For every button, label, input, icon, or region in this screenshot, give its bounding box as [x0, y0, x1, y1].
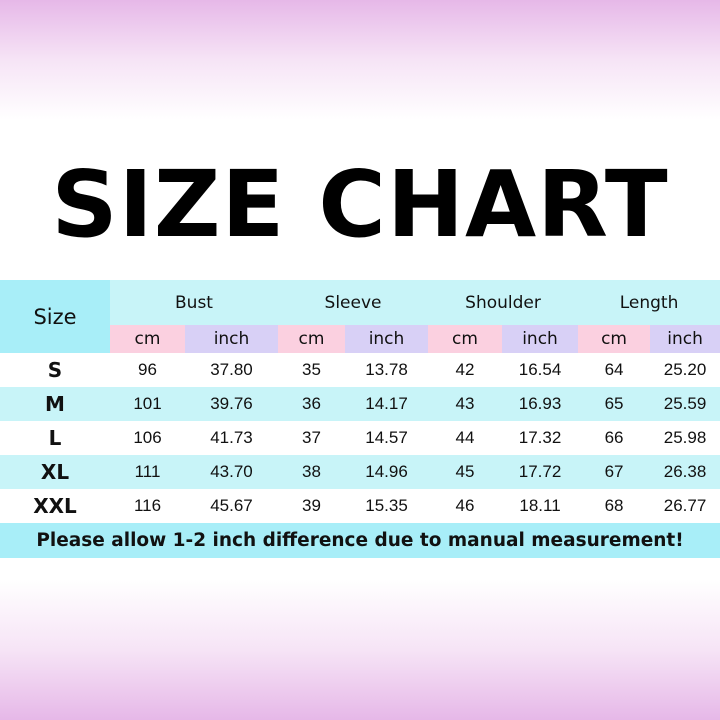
measurement-cell: 116 — [133, 496, 162, 515]
measurement-cell: 38 — [278, 455, 345, 489]
measurement-cell: 37.80 — [210, 360, 253, 379]
size-header: Size — [0, 280, 110, 353]
measurement-cell: 14.96 — [345, 455, 429, 489]
measurement-cell: 26.77 — [663, 496, 707, 515]
measurement-cell: 17.32 — [518, 428, 562, 447]
measurement-cell: 36 — [278, 387, 345, 421]
unit-cm: cm — [578, 325, 651, 353]
unit-cm: cm — [110, 325, 185, 353]
measurement-cell: 35 — [302, 360, 321, 379]
measurement-cell: 64 — [604, 360, 624, 379]
unit-cm: cm — [428, 325, 503, 353]
table-row: XXL 116 45.67 39 15.35 46 18.11 68 26.77 — [0, 489, 720, 523]
table-row: L 106 41.73 37 14.57 44 17.32 66 25.98 — [0, 421, 720, 455]
measurement-cell: 43.70 — [185, 455, 278, 489]
measurement-cell: 66 — [604, 428, 624, 447]
measurement-cell: 13.78 — [365, 360, 408, 379]
size-label: XL — [0, 455, 110, 489]
measurement-cell: 106 — [133, 428, 162, 447]
measurement-cell: 25.20 — [663, 360, 707, 379]
measurement-cell: 41.73 — [210, 428, 253, 447]
measurement-cell: 43 — [428, 387, 503, 421]
measurement-cell: 39 — [302, 496, 321, 515]
unit-inch: inch — [185, 325, 278, 353]
measurement-cell: 16.93 — [502, 387, 579, 421]
size-label: XXL — [33, 494, 77, 518]
measurement-cell: 17.72 — [502, 455, 579, 489]
measurement-note: Please allow 1-2 inch difference due to … — [0, 523, 720, 558]
measurement-cell: 37 — [302, 428, 321, 447]
unit-inch: inch — [345, 325, 429, 353]
size-label: S — [47, 358, 63, 382]
group-shoulder: Shoulder — [428, 280, 579, 325]
measurement-cell: 42 — [455, 360, 475, 379]
measurement-cell: 68 — [604, 496, 624, 515]
measurement-cell: 15.35 — [365, 496, 408, 515]
measurement-cell: 96 — [138, 360, 157, 379]
measurement-cell: 45.67 — [210, 496, 253, 515]
measurement-cell: 16.54 — [518, 360, 562, 379]
unit-cm: cm — [278, 325, 345, 353]
measurement-cell: 18.11 — [519, 496, 561, 515]
measurement-cell: 101 — [110, 387, 185, 421]
table-row: M 101 39.76 36 14.17 43 16.93 65 25.59 — [0, 387, 720, 421]
measurement-cell: 25.98 — [663, 428, 707, 447]
unit-inch: inch — [650, 325, 720, 353]
measurement-cell: 25.59 — [650, 387, 720, 421]
group-sleeve: Sleeve — [278, 280, 429, 325]
measurement-cell: 44 — [455, 428, 475, 447]
size-label: L — [48, 426, 62, 450]
size-table: Size Bust Sleeve Shoulder Length cm inch… — [0, 280, 720, 558]
table-row: XL 111 43.70 38 14.96 45 17.72 67 26.38 — [0, 455, 720, 489]
measurement-cell: 26.38 — [650, 455, 720, 489]
group-length: Length — [578, 280, 720, 325]
measurement-cell: 67 — [578, 455, 651, 489]
page-title: SIZE CHART — [51, 151, 669, 258]
size-label: M — [0, 387, 110, 421]
unit-inch: inch — [502, 325, 579, 353]
measurement-cell: 65 — [578, 387, 651, 421]
table-row: S 96 37.80 35 13.78 42 16.54 64 25.20 — [0, 353, 720, 387]
measurement-cell: 45 — [428, 455, 503, 489]
measurement-cell: 39.76 — [185, 387, 278, 421]
group-bust: Bust — [110, 280, 278, 325]
measurement-cell: 14.57 — [365, 428, 408, 447]
measurement-cell: 46 — [455, 496, 475, 515]
measurement-cell: 111 — [110, 455, 185, 489]
measurement-cell: 14.17 — [345, 387, 429, 421]
